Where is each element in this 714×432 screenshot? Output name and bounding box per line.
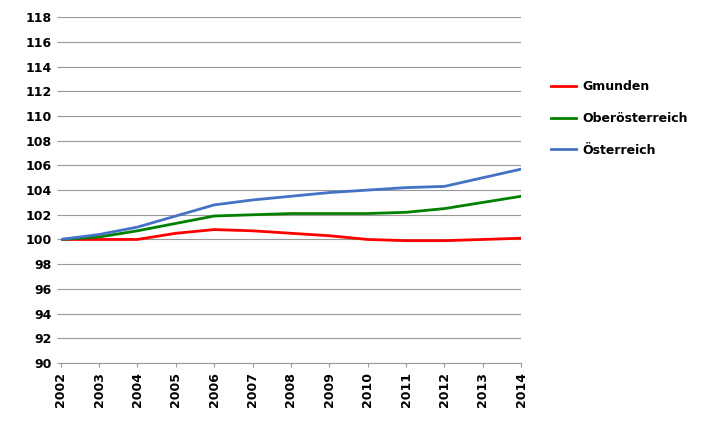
Gmunden <box>210 227 218 232</box>
Line: Gmunden: Gmunden <box>61 229 521 241</box>
Gmunden <box>248 228 257 233</box>
Österreich <box>56 237 65 242</box>
Gmunden <box>287 231 296 236</box>
Österreich <box>363 187 372 193</box>
Gmunden <box>517 235 526 241</box>
Österreich <box>402 185 411 190</box>
Österreich <box>171 213 180 219</box>
Österreich <box>134 225 142 230</box>
Österreich <box>248 197 257 203</box>
Gmunden <box>402 238 411 243</box>
Gmunden <box>478 237 487 242</box>
Gmunden <box>56 237 65 242</box>
Österreich <box>95 232 104 237</box>
Österreich <box>210 202 218 207</box>
Oberösterreich <box>478 200 487 205</box>
Legend: Gmunden, Oberösterreich, Österreich: Gmunden, Oberösterreich, Österreich <box>546 75 693 162</box>
Österreich <box>478 175 487 180</box>
Gmunden <box>134 237 142 242</box>
Line: Österreich: Österreich <box>61 169 521 239</box>
Gmunden <box>325 233 333 238</box>
Oberösterreich <box>56 237 65 242</box>
Line: Oberösterreich: Oberösterreich <box>61 196 521 239</box>
Österreich <box>287 194 296 199</box>
Oberösterreich <box>134 228 142 233</box>
Oberösterreich <box>171 221 180 226</box>
Österreich <box>325 190 333 195</box>
Oberösterreich <box>402 210 411 215</box>
Gmunden <box>171 231 180 236</box>
Oberösterreich <box>441 206 449 211</box>
Oberösterreich <box>287 211 296 216</box>
Gmunden <box>95 237 104 242</box>
Oberösterreich <box>95 235 104 240</box>
Gmunden <box>441 238 449 243</box>
Oberösterreich <box>248 212 257 217</box>
Oberösterreich <box>517 194 526 199</box>
Gmunden <box>363 237 372 242</box>
Oberösterreich <box>325 211 333 216</box>
Oberösterreich <box>210 213 218 219</box>
Österreich <box>517 166 526 172</box>
Oberösterreich <box>363 211 372 216</box>
Österreich <box>441 184 449 189</box>
